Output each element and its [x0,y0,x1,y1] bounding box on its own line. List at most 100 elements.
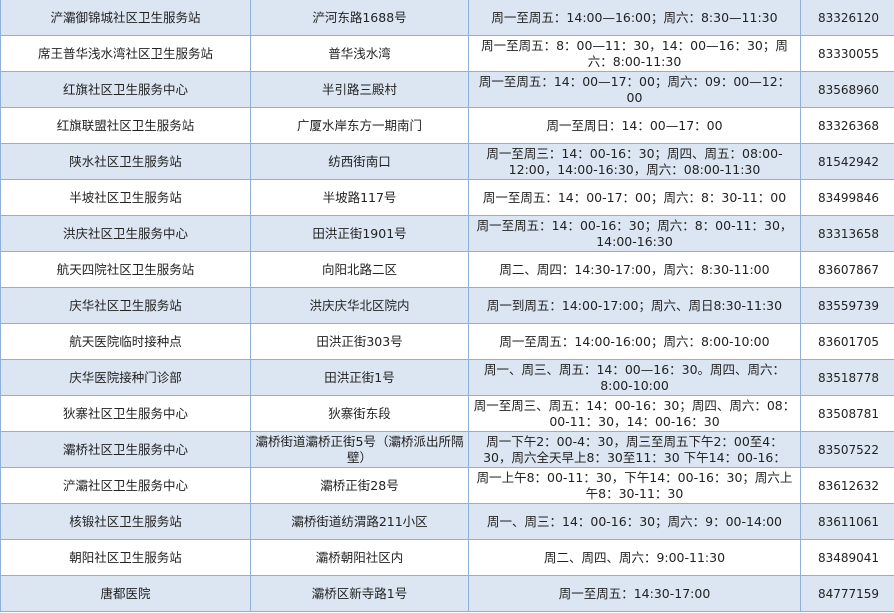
clinic-name-cell: 浐灞御锦城社区卫生服务站 [0,0,251,36]
clinic-name-cell-text: 狄寨社区卫生服务中心 [62,405,188,421]
address-cell: 田洪正街1号 [250,359,469,396]
hours-cell-text: 周一、周三：14：00-16：30；周六：9：00-14:00 [486,513,783,529]
table-row: 朝阳社区卫生服务站 灞桥朝阳社区内 周二、周四、周六：9:00-11:30 83489… [0,539,894,576]
hours-cell: 周一至周五：14：00-17：00；周六：8：30-11：00 [468,179,801,216]
phone-cell: 83313658 [800,215,894,252]
hours-cell: 周一至周五：14:30-17:00 [468,575,801,612]
phone-cell: 83612632 [800,467,894,504]
clinic-name-cell-text: 席王普华浅水湾社区卫生服务站 [37,45,213,61]
phone-cell: 83559739 [800,287,894,324]
hours-cell-text: 周一至周五：14：00-16：30；周六：8：00-11：30，14:00-16… [476,217,793,249]
phone-cell: 83489041 [800,539,894,576]
hours-cell: 周一到周五：14:00-17:00；周六、周日8:30-11:30 [468,287,801,324]
phone-cell: 83611061 [800,503,894,540]
hours-cell-text: 周一至周三、周五：14：00-16：30；周四、周六：08：00-11：30，1… [473,397,796,429]
phone-cell-text: 83330055 [817,46,880,61]
address-cell: 纺西街南口 [250,143,469,180]
clinic-name-cell-text: 庆华医院接种门诊部 [69,369,182,385]
address-cell: 灞桥街道灞桥正街5号（灞桥派出所隔壁） [250,431,469,468]
clinic-name-cell-text: 庆华社区卫生服务站 [69,297,182,313]
address-cell-text: 灞桥区新寺路1号 [311,585,408,601]
clinic-name-cell-text: 红旗联盟社区卫生服务站 [56,117,195,133]
hours-cell: 周一至周五：14：00-16：30；周六：8：00-11：30，14:00-16… [468,215,801,252]
clinic-name-cell-text: 浐灞御锦城社区卫生服务站 [50,9,201,25]
hours-cell: 周一至周五：14:00-16:00；周六：8:00-10:00 [468,323,801,360]
phone-cell-text: 83489041 [817,550,880,565]
hours-cell: 周一至周三：14：00-16：30；周四、周五：08:00-12:00，14:0… [468,143,801,180]
address-cell: 洪庆庆华北区院内 [250,287,469,324]
clinic-name-cell-text: 半坡社区卫生服务站 [69,189,182,205]
clinic-name-cell-text: 洪庆社区卫生服务中心 [62,225,188,241]
phone-cell: 83330055 [800,35,894,72]
hours-cell: 周一至周三、周五：14：00-16：30；周四、周六：08：00-11：30，1… [468,395,801,432]
clinic-name-cell-text: 唐都医院 [100,585,151,601]
address-cell: 田洪正街303号 [250,323,469,360]
hours-cell-text: 周一至周日：14：00—17：00 [546,117,723,133]
hours-cell-text: 周一至周五：14：00-17：00；周六：8：30-11：00 [482,189,787,205]
address-cell: 广厦水岸东方一期南门 [250,107,469,144]
table-row: 庆华医院接种门诊部 田洪正街1号 周一、周三、周五：14：00—16：30。周四、周… [0,359,894,396]
hours-cell: 周一下午2：00-4：30，周三至周五下午2：00至4：30，周六全天早上8：3… [468,431,801,468]
clinic-name-cell: 洪庆社区卫生服务中心 [0,215,251,252]
table-row: 浐灞社区卫生服务中心 灞桥正街28号 周一上午8：00-11：30，下午14：00-… [0,467,894,504]
address-cell-text: 半坡路117号 [322,189,397,205]
phone-cell: 83568960 [800,71,894,108]
clinic-name-cell: 航天医院临时接种点 [0,323,251,360]
table-row: 红旗联盟社区卫生服务站 广厦水岸东方一期南门 周一至周日：14：00—17：00 83… [0,107,894,144]
address-cell-text: 田洪正街303号 [316,333,403,349]
address-cell: 灞桥街道纺渭路211小区 [250,503,469,540]
phone-cell-text: 84777159 [817,586,880,601]
table-row: 洪庆社区卫生服务中心 田洪正街1901号 周一至周五：14：00-16：30；周六：… [0,215,894,252]
phone-cell-text: 83507522 [817,442,880,457]
hours-cell-text: 周一至周五：14:00-16:00；周六：8:00-10:00 [499,333,770,349]
address-cell-text: 田洪正街1901号 [312,225,407,241]
phone-cell: 83326368 [800,107,894,144]
clinic-name-cell: 唐都医院 [0,575,251,612]
phone-cell-text: 81542942 [817,154,880,169]
address-cell: 狄寨街东段 [250,395,469,432]
phone-cell-text: 83313658 [817,226,880,241]
phone-cell-text: 83499846 [817,190,880,205]
clinic-name-cell: 狄寨社区卫生服务中心 [0,395,251,432]
hours-cell: 周一、周三：14：00-16：30；周六：9：00-14:00 [468,503,801,540]
clinic-name-cell-text: 航天四院社区卫生服务站 [56,261,195,277]
phone-cell-text: 83568960 [817,82,880,97]
table-row: 浐灞御锦城社区卫生服务站 浐河东路1688号 周一至周五：14:00—16:00；周… [0,0,894,36]
table-row: 航天四院社区卫生服务站 向阳北路二区 周二、周四：14:30-17:00，周六：8:… [0,251,894,288]
phone-cell: 83601705 [800,323,894,360]
clinic-name-cell-text: 浐灞社区卫生服务中心 [62,477,188,493]
hours-cell-text: 周一至周三：14：00-16：30；周四、周五：08:00-12:00，14:0… [486,145,783,177]
table-row: 核锻社区卫生服务站 灞桥街道纺渭路211小区 周一、周三：14：00-16：30；周… [0,503,894,540]
address-cell-text: 浐河东路1688号 [312,9,407,25]
address-cell: 灞桥正街28号 [250,467,469,504]
clinic-name-cell-text: 灞桥社区卫生服务中心 [62,441,188,457]
address-cell-text: 灞桥街道纺渭路211小区 [291,513,428,529]
address-cell-text: 广厦水岸东方一期南门 [296,117,422,133]
hours-cell-text: 周一、周三、周五：14：00—16：30。周四、周六：8:00-10:00 [483,361,786,393]
hours-cell-text: 周一上午8：00-11：30，下午14：00-16：30；周六上午8：30-11… [476,469,793,501]
table-row: 席王普华浅水湾社区卫生服务站 普华浅水湾 周一至周五：8：00—11：30，14：0… [0,35,894,72]
address-cell-text: 灞桥街道灞桥正街5号（灞桥派出所隔壁） [255,433,464,465]
phone-cell-text: 83326120 [817,10,880,25]
hours-cell-text: 周一至周五：14：00—17：00；周六：09：00—12：00 [478,73,791,105]
hours-cell: 周一至周日：14：00—17：00 [468,107,801,144]
address-cell-text: 狄寨街东段 [328,405,391,421]
hours-cell-text: 周一至周五：14:30-17:00 [558,585,711,601]
phone-cell: 81542942 [800,143,894,180]
phone-cell: 83499846 [800,179,894,216]
address-cell: 向阳北路二区 [250,251,469,288]
phone-cell-text: 83607867 [817,262,880,277]
address-cell: 半引路三殿村 [250,71,469,108]
hours-cell: 周二、周四、周六：9:00-11:30 [468,539,801,576]
phone-cell: 83508781 [800,395,894,432]
clinic-name-cell: 浐灞社区卫生服务中心 [0,467,251,504]
clinic-name-cell: 核锻社区卫生服务站 [0,503,251,540]
clinic-name-cell-text: 核锻社区卫生服务站 [69,513,182,529]
clinic-name-cell: 陕水社区卫生服务站 [0,143,251,180]
address-cell: 浐河东路1688号 [250,0,469,36]
clinic-name-cell: 庆华社区卫生服务站 [0,287,251,324]
phone-cell-text: 83611061 [817,514,880,529]
hours-cell: 周一至周五：8：00—11：30，14：00—16：30；周六：8:00-11:… [468,35,801,72]
table-row: 半坡社区卫生服务站 半坡路117号 周一至周五：14：00-17：00；周六：8：3… [0,179,894,216]
phone-cell: 83607867 [800,251,894,288]
